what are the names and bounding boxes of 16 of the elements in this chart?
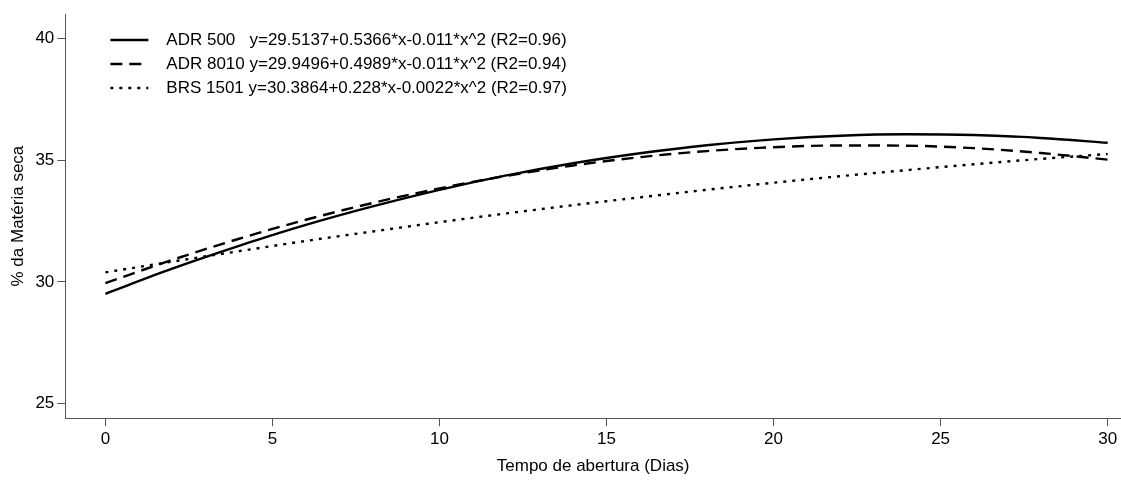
y-axis-title: % da Matéria seca [7, 145, 27, 287]
x-tick-label: 25 [931, 429, 951, 449]
x-tick-label: 20 [764, 429, 784, 449]
x-tick-label: 0 [100, 429, 111, 449]
x-axis-title: Tempo de abertura (Dias) [496, 456, 690, 476]
x-tick-label: 30 [1098, 429, 1118, 449]
y-tick-label: 25 [35, 393, 55, 413]
y-tick-label: 40 [35, 28, 55, 48]
legend-label: BRS 1501 y=30.3864+0.228*x-0.0022*x^2 (R2=0.97) [166, 77, 567, 97]
x-tick-label: 15 [597, 429, 616, 449]
x-tick-label: 10 [430, 429, 449, 449]
y-tick-label: 35 [35, 149, 55, 169]
x-tick-label: 5 [267, 429, 278, 449]
legend-label: ADR 500 y=29.5137+0.5366*x-0.011*x^2 (R2=0.96) [166, 29, 567, 49]
y-tick-label: 30 [35, 271, 55, 291]
legend-label: ADR 8010 y=29.9496+0.4989*x-0.011*x^2 (R2=0.94) [166, 53, 567, 73]
